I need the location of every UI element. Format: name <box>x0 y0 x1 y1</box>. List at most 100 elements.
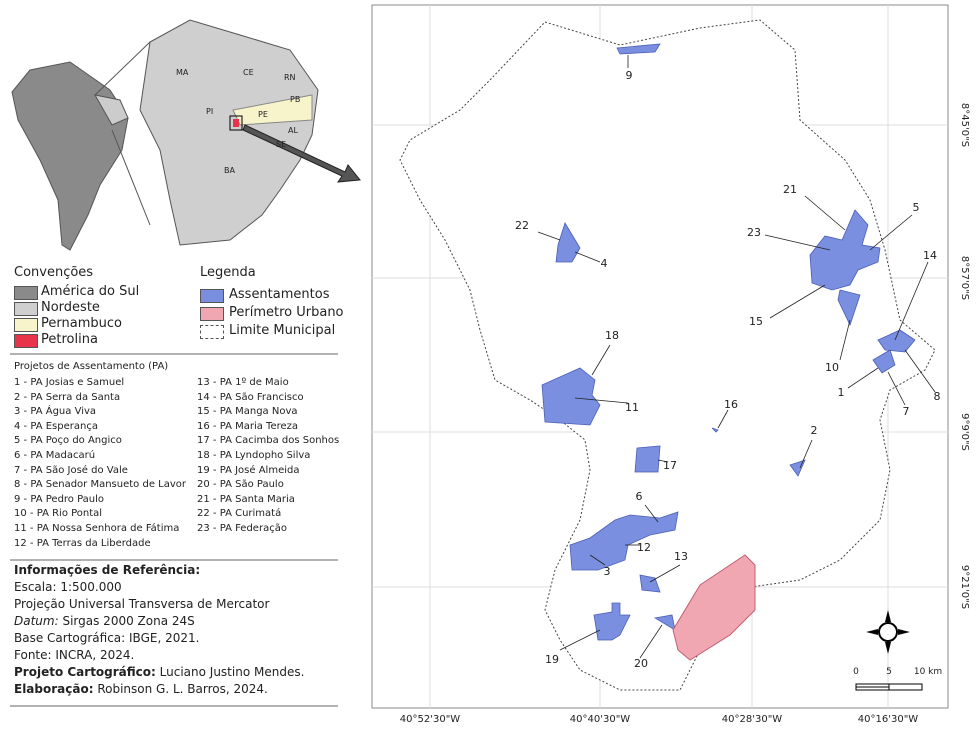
area-label: 21 <box>783 183 797 196</box>
municipal-boundary <box>399 19 936 691</box>
swatch <box>14 318 38 332</box>
conventions-title: Convenções <box>14 265 94 280</box>
project-item: 2 - PA Serra da Santa <box>14 391 121 403</box>
state-label: AL <box>288 126 298 135</box>
project-item: 5 - PA Poço do Angico <box>14 435 122 447</box>
reference-line: Escala: 1:500.000 <box>14 580 122 594</box>
x-coord-label: 40°40'30"W <box>570 714 631 725</box>
legend-item: Perímetro Urbano <box>229 305 344 320</box>
swatch <box>200 325 224 339</box>
leader-lines <box>537 55 936 659</box>
zoom-line <box>94 41 151 96</box>
area-label: 1 <box>838 386 845 399</box>
state-label: MA <box>176 68 189 77</box>
area-label: 12 <box>637 541 651 554</box>
scale-bar <box>855 683 923 691</box>
area-label: 3 <box>604 565 611 578</box>
area-label: 2 <box>811 424 818 437</box>
north-arrow <box>866 610 910 654</box>
reference-label: Datum: <box>14 614 59 628</box>
legend-item: Assentamentos <box>229 287 330 302</box>
legend-title: Legenda <box>200 265 256 280</box>
y-coord-label: 8°57'0"S <box>959 256 970 300</box>
y-coord-label: 9°9'0"S <box>959 413 970 451</box>
south-america <box>11 61 129 251</box>
legend-item: Limite Municipal <box>229 323 336 338</box>
convention-item: Pernambuco <box>41 316 122 331</box>
project-item: 20 - PA São Paulo <box>197 479 284 491</box>
reference-label: Elaboração: <box>14 682 94 696</box>
project-item: 16 - PA Maria Tereza <box>197 420 299 432</box>
area-label: 23 <box>747 226 761 239</box>
state-label: PB <box>290 95 300 104</box>
x-coord-label: 40°16'30"W <box>858 714 919 725</box>
nordeste <box>139 19 319 246</box>
urban-perimeter <box>672 554 756 661</box>
x-coord-label: 40°52'30"W <box>400 714 461 725</box>
project-item: 23 - PA Federação <box>197 523 287 534</box>
area-label: 7 <box>903 405 910 418</box>
scale-label: 10 km <box>914 667 942 677</box>
nordeste-small <box>94 94 129 126</box>
reference-title: Informações de Referência: <box>14 563 201 577</box>
reference-line: Projeção Universal Transversa de Mercato… <box>14 597 270 611</box>
project-item: 3 - PA Água Viva <box>14 406 97 418</box>
project-item: 4 - PA Esperança <box>14 420 98 432</box>
area-label: 17 <box>663 459 677 472</box>
swatch <box>200 289 224 303</box>
project-item: 21 - PA Santa Maria <box>197 493 295 505</box>
projects-title: Projetos de Assentamento (PA) <box>14 361 169 372</box>
project-item: 9 - PA Pedro Paulo <box>14 493 105 505</box>
reference-line: Fonte: INCRA, 2024. <box>14 648 135 662</box>
area-label: 9 <box>626 69 633 82</box>
scale-label: 5 <box>886 667 892 677</box>
zoom-line <box>111 129 151 226</box>
focus-box <box>229 115 243 131</box>
project-item: 17 - PA Cacimba dos Sonhos <box>197 435 340 447</box>
reference-line: Datum: Sirgas 2000 Zona 24S <box>14 614 195 628</box>
area-label: 15 <box>749 315 763 328</box>
project-item: 22 - PA Curimatá <box>197 508 282 520</box>
pointer-arrow <box>242 124 361 183</box>
area-label: 13 <box>674 550 688 563</box>
scale-label: 0 <box>853 667 859 677</box>
state-label: CE <box>243 68 254 77</box>
area-label: 6 <box>636 490 643 503</box>
area-label: 14 <box>923 249 937 262</box>
project-item: 11 - PA Nossa Senhora de Fátima <box>14 523 180 534</box>
area-label: 4 <box>601 257 608 270</box>
area-label: 11 <box>625 401 639 414</box>
reference-label: Projeto Cartográfico: <box>14 665 156 679</box>
reference-line: Projeto Cartográfico: Luciano Justino Me… <box>14 665 304 679</box>
swatch <box>200 307 224 321</box>
project-item: 1 - PA Josias e Samuel <box>14 377 125 388</box>
state-label: BA <box>224 166 235 175</box>
state-label: RN <box>284 73 296 82</box>
area-label: 19 <box>545 653 559 666</box>
swatch <box>14 286 38 300</box>
convention-item: América do Sul <box>41 284 140 299</box>
y-coord-label: 9°21'0"S <box>959 565 970 609</box>
project-item: 6 - PA Madacarú <box>14 450 96 461</box>
project-item: 10 - PA Rio Pontal <box>14 508 103 520</box>
area-label: 16 <box>724 398 738 411</box>
project-item: 15 - PA Manga Nova <box>197 406 298 418</box>
area-label: 22 <box>515 219 529 232</box>
project-item: 12 - PA Terras da Liberdade <box>14 537 151 549</box>
convention-item: Nordeste <box>41 300 100 315</box>
y-coord-label: 8°45'0"S <box>959 103 970 147</box>
project-item: 8 - PA Senador Mansueto de Lavor <box>14 479 186 491</box>
reference-text: Robinson G. L. Barros, 2024. <box>97 682 268 696</box>
reference-line: Elaboração: Robinson G. L. Barros, 2024. <box>14 682 268 696</box>
settlements <box>541 43 916 641</box>
convention-item: Petrolina <box>41 332 98 347</box>
swatch <box>14 302 38 316</box>
project-item: 18 - PA Lyndopho Silva <box>197 450 311 461</box>
area-label: 5 <box>913 201 920 214</box>
project-item: 13 - PA 1º de Maio <box>197 377 289 388</box>
project-item: 19 - PA José Almeida <box>197 464 300 476</box>
area-label: 20 <box>634 657 648 670</box>
reference-text: Luciano Justino Mendes. <box>159 665 305 679</box>
reference-text: Sirgas 2000 Zona 24S <box>62 614 195 628</box>
